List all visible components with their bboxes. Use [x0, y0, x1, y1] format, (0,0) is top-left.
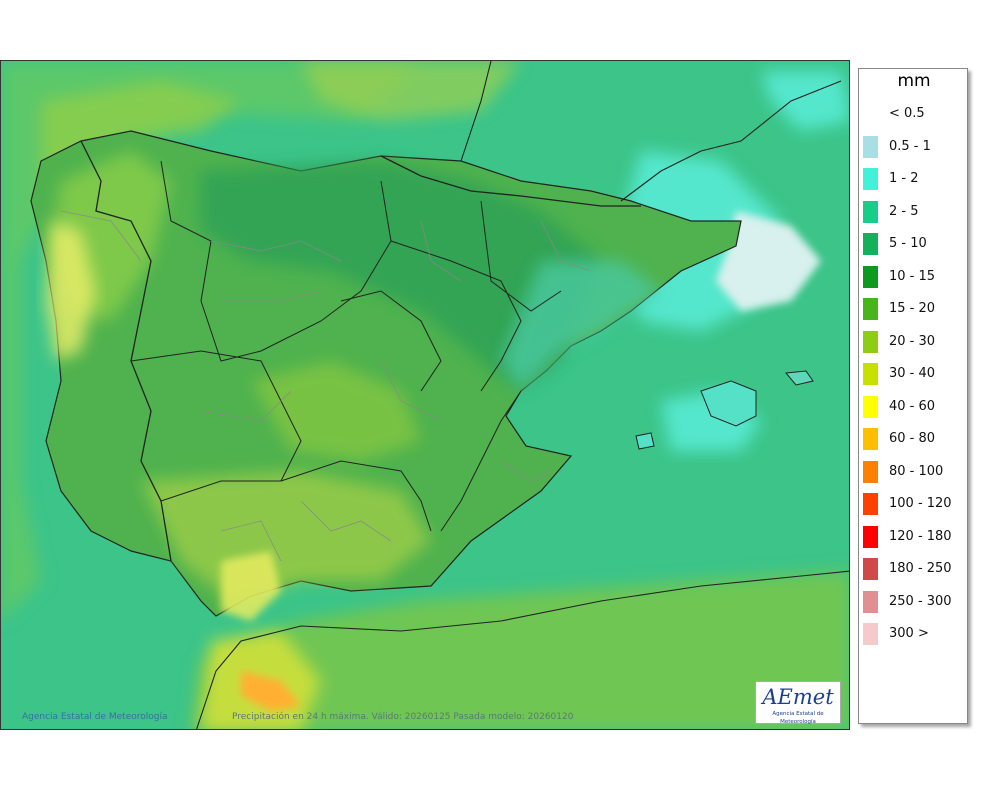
legend-swatch — [863, 623, 878, 645]
legend-swatch — [863, 428, 878, 450]
legend-label: 300 > — [889, 626, 929, 641]
legend-label: 40 - 60 — [889, 398, 936, 414]
legend-label: 10 - 15 — [889, 268, 936, 284]
legend-item: 0.5 - 1 — [863, 132, 967, 160]
legend-item: 120 - 180 — [863, 522, 967, 550]
precipitation-legend: mm < 0.5 0.5 - 1 1 - 2 2 - 5 5 - 10 10 - 15 15… — [858, 68, 968, 724]
legend-item: 5 - 10 — [863, 229, 967, 257]
legend-label: 60 - 80 — [889, 431, 936, 446]
legend-swatch — [863, 265, 878, 288]
france-coast — [460, 61, 492, 162]
legend-label: 0.5 - 1 — [889, 138, 931, 154]
legend-unit: mm — [897, 71, 931, 91]
legend-swatch — [863, 558, 878, 580]
legend-swatch — [863, 135, 878, 158]
precipitation-map[interactable] — [0, 60, 850, 730]
legend-item: 80 - 100 — [863, 457, 967, 485]
legend-swatch — [863, 590, 878, 613]
spain-france-border — [380, 155, 641, 207]
map-canvas — [1, 61, 849, 729]
legend-label: 15 - 20 — [889, 301, 936, 316]
legend-item: 30 - 40 — [863, 359, 967, 387]
legend-item: 15 - 20 — [863, 294, 967, 322]
legend-swatch — [863, 493, 878, 515]
legend-label: 250 - 300 — [889, 593, 952, 609]
north-africa — [191, 571, 849, 729]
legend-item: 40 - 60 — [863, 392, 967, 420]
legend-swatch — [863, 460, 878, 483]
legend-item: 180 - 250 — [863, 554, 967, 582]
map-caption: Precipitación en 24 h máxima. Válido: 20… — [232, 712, 574, 722]
aemet-subtitle: Agencia Estatal de Meteorología — [772, 711, 824, 725]
legend-swatch — [863, 363, 878, 385]
legend-label: < 0.5 — [889, 106, 925, 121]
aemet-logo: AEmet Agencia Estatal de Meteorología — [755, 681, 841, 725]
regional-borders — [130, 160, 562, 532]
france-med-coast — [620, 80, 842, 202]
legend-item: < 0.5 — [863, 99, 967, 127]
legend-swatch — [863, 168, 878, 190]
legend-swatch — [863, 298, 878, 320]
legend-item: 20 - 30 — [863, 327, 967, 355]
legend-label: 180 - 250 — [889, 561, 952, 576]
mallorca — [700, 380, 757, 427]
legend-label: 30 - 40 — [889, 366, 936, 381]
legend-swatch — [863, 233, 878, 255]
agency-credit: Agencia Estatal de Meteorología — [22, 712, 168, 722]
provincial-borders — [60, 210, 592, 562]
legend-swatch — [863, 395, 878, 418]
ibiza — [635, 432, 655, 450]
aemet-wordmark: AEmet — [762, 685, 834, 709]
legend-swatch — [863, 525, 878, 548]
legend-label: 1 - 2 — [889, 171, 919, 186]
legend-item: 2 - 5 — [863, 197, 967, 225]
legend-label: 100 - 120 — [889, 496, 952, 511]
legend-item: 10 - 15 — [863, 262, 967, 290]
legend-item: 100 - 120 — [863, 489, 967, 517]
legend-item: 300 > — [863, 619, 967, 647]
legend-label: 5 - 10 — [889, 236, 927, 251]
legend-swatch — [863, 330, 878, 353]
legend-label: 120 - 180 — [889, 528, 952, 544]
legend-swatch — [863, 103, 878, 125]
legend-label: 20 - 30 — [889, 333, 936, 349]
menorca — [785, 370, 814, 386]
legend-item: 1 - 2 — [863, 164, 967, 192]
legend-swatch — [863, 200, 878, 223]
legend-item: 250 - 300 — [863, 587, 967, 615]
legend-label: 2 - 5 — [889, 203, 919, 219]
africa-coast — [196, 570, 849, 729]
spain-portugal-border — [80, 140, 172, 562]
legend-label: 80 - 100 — [889, 463, 944, 479]
legend-item: 60 - 80 — [863, 424, 967, 452]
